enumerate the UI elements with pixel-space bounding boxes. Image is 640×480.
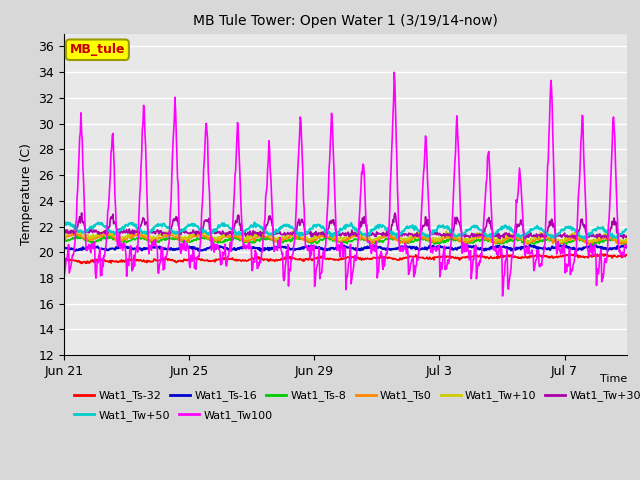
Wat1_Ts-32	[60, 258, 68, 264]
Wat1_Ts-32	[516, 255, 524, 261]
Line: Wat1_Tw100: Wat1_Tw100	[64, 72, 627, 296]
Wat1_Tw+10	[81, 232, 89, 238]
Wat1_Ts-32	[623, 252, 631, 257]
Wat1_Ts-16	[623, 243, 631, 249]
Line: Wat1_Tw+50: Wat1_Tw+50	[64, 222, 627, 239]
Wat1_Tw+30	[380, 231, 388, 237]
Wat1_Ts-8	[589, 242, 596, 248]
Wat1_Tw100	[499, 293, 506, 299]
Wat1_Ts-16	[60, 244, 68, 250]
Wat1_Tw+30	[296, 223, 303, 228]
Wat1_Tw100	[380, 266, 387, 272]
Wat1_Tw100	[265, 138, 273, 144]
Wat1_Ts-8	[516, 237, 524, 243]
Wat1_Tw+30	[266, 216, 273, 222]
Wat1_Ts-8	[73, 233, 81, 239]
Wat1_Ts-32	[81, 259, 89, 264]
Wat1_Tw100	[193, 259, 200, 264]
Wat1_Tw+10	[266, 233, 273, 239]
Wat1_Ts-16	[380, 246, 388, 252]
Wat1_Tw+30	[60, 230, 68, 236]
Wat1_Tw+30	[516, 222, 524, 228]
Wat1_Ts-32	[193, 257, 201, 263]
Wat1_Ts-8	[60, 238, 68, 244]
Wat1_Ts0	[193, 234, 201, 240]
Wat1_Tw+30	[623, 233, 631, 239]
Wat1_Tw+10	[380, 231, 388, 237]
Wat1_Tw100	[60, 276, 68, 282]
Wat1_Tw+50	[60, 222, 68, 228]
Wat1_Ts-16	[526, 241, 534, 247]
Wat1_Ts0	[516, 237, 524, 242]
Wat1_Ts-16	[296, 246, 303, 252]
Wat1_Ts-32	[380, 254, 388, 260]
Wat1_Ts0	[81, 236, 88, 242]
Wat1_Ts0	[524, 241, 531, 247]
Wat1_Tw+50	[516, 233, 524, 239]
Wat1_Tw+50	[623, 227, 631, 232]
Wat1_Tw100	[623, 244, 631, 250]
Wat1_Tw+10	[193, 230, 201, 236]
Line: Wat1_Tw+10: Wat1_Tw+10	[64, 229, 627, 243]
Wat1_Ts-32	[79, 261, 86, 266]
Wat1_Tw+30	[81, 225, 89, 231]
Wat1_Tw+10	[296, 231, 303, 237]
Wat1_Ts0	[60, 236, 68, 242]
Wat1_Ts0	[296, 233, 303, 239]
Wat1_Tw+10	[554, 240, 561, 246]
Title: MB Tule Tower: Open Water 1 (3/19/14-now): MB Tule Tower: Open Water 1 (3/19/14-now…	[193, 14, 498, 28]
Text: Time: Time	[600, 374, 627, 384]
Wat1_Tw100	[81, 199, 88, 204]
Y-axis label: Temperature (C): Temperature (C)	[20, 144, 33, 245]
Wat1_Ts-8	[266, 236, 273, 242]
Line: Wat1_Tw+30: Wat1_Tw+30	[64, 213, 627, 239]
Line: Wat1_Ts-8: Wat1_Ts-8	[64, 236, 627, 245]
Wat1_Ts-8	[81, 238, 89, 243]
Wat1_Tw+50	[266, 231, 273, 237]
Text: MB_tule: MB_tule	[70, 43, 125, 56]
Wat1_Ts-8	[296, 236, 303, 241]
Wat1_Tw+10	[516, 232, 524, 238]
Wat1_Ts-16	[81, 246, 88, 252]
Wat1_Tw+10	[70, 227, 77, 232]
Wat1_Ts-8	[193, 235, 201, 240]
Wat1_Tw+10	[60, 233, 68, 239]
Legend: Wat1_Tw+50, Wat1_Tw100: Wat1_Tw+50, Wat1_Tw100	[70, 406, 277, 425]
Wat1_Tw+50	[193, 224, 201, 230]
Wat1_Ts-16	[266, 245, 273, 251]
Wat1_Tw+30	[541, 236, 549, 241]
Wat1_Tw+50	[61, 219, 68, 225]
Line: Wat1_Ts-32: Wat1_Ts-32	[64, 254, 627, 264]
Wat1_Ts0	[380, 233, 388, 239]
Wat1_Ts-8	[623, 240, 631, 246]
Wat1_Ts-16	[257, 248, 264, 254]
Line: Wat1_Ts0: Wat1_Ts0	[64, 233, 627, 244]
Wat1_Tw100	[295, 144, 303, 150]
Wat1_Ts-32	[296, 257, 303, 263]
Line: Wat1_Ts-16: Wat1_Ts-16	[64, 244, 627, 251]
Wat1_Ts0	[623, 240, 631, 246]
Wat1_Tw+50	[581, 236, 589, 241]
Wat1_Ts-16	[516, 245, 524, 251]
Wat1_Tw100	[516, 172, 524, 178]
Wat1_Ts-32	[566, 251, 573, 257]
Wat1_Tw+50	[296, 233, 303, 239]
Wat1_Tw+30	[78, 210, 86, 216]
Wat1_Tw+10	[623, 237, 631, 243]
Wat1_Tw+50	[380, 224, 388, 229]
Wat1_Ts-16	[193, 246, 200, 252]
Wat1_Tw+50	[81, 229, 89, 235]
Wat1_Tw+30	[193, 229, 201, 235]
Wat1_Ts0	[138, 230, 145, 236]
Wat1_Ts-32	[266, 258, 273, 264]
Wat1_Ts0	[266, 235, 273, 241]
Wat1_Tw100	[390, 70, 398, 75]
Wat1_Ts-8	[380, 238, 388, 244]
